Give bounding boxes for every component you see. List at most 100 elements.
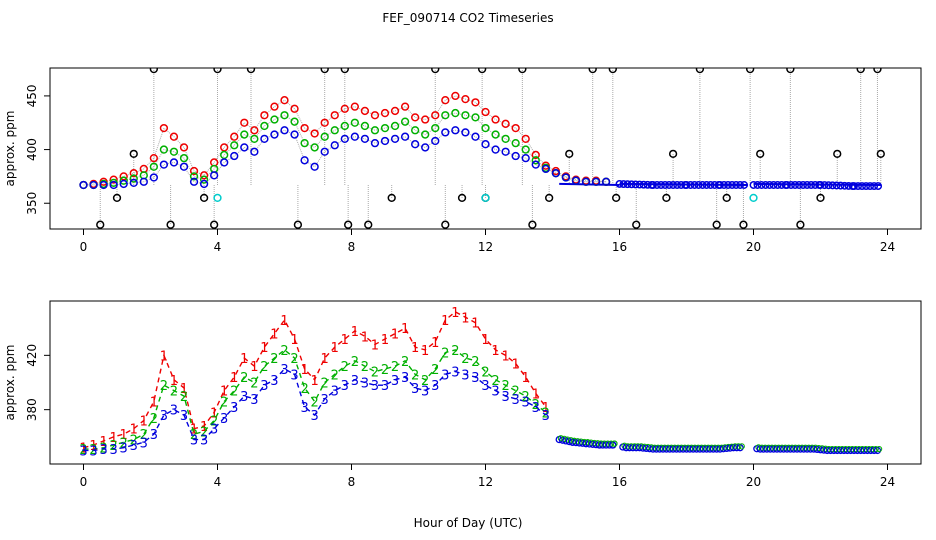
series-1-point: 1 — [391, 328, 399, 343]
series-3-point — [501, 147, 510, 156]
series-2-point — [390, 121, 400, 131]
y-axis-label: approx. ppm — [3, 111, 17, 187]
series-3-point: 3 — [481, 379, 489, 394]
series-3-point: 3 — [401, 371, 409, 386]
series-2-point — [310, 143, 319, 152]
outlier-point — [695, 68, 705, 74]
x-tick-label: 0 — [80, 240, 88, 254]
outlier-point — [344, 220, 353, 229]
tail-point — [862, 182, 871, 191]
x-tick-label: 8 — [348, 240, 356, 254]
outlier-point — [612, 193, 621, 203]
series-2-point — [400, 117, 410, 126]
series-3-point: 3 — [79, 444, 87, 459]
series-3-point: 3 — [351, 374, 359, 389]
series-3-point — [310, 162, 319, 171]
outlier-point — [662, 193, 671, 203]
series-3-point — [561, 173, 571, 182]
series-2-point: 2 — [290, 352, 298, 367]
series-1-point — [501, 119, 510, 128]
series-1-point: 1 — [481, 333, 489, 348]
series-2-point: 2 — [522, 390, 530, 405]
series-3-point — [210, 171, 219, 180]
tail-point — [773, 181, 782, 189]
tail-point-2 — [738, 443, 745, 450]
series-3-point — [601, 177, 611, 186]
series-1-point — [109, 175, 118, 184]
series-1-point: 1 — [431, 336, 439, 351]
tail-point — [690, 181, 699, 189]
series-3-point: 3 — [290, 368, 298, 383]
x-tick-label: 20 — [746, 475, 761, 489]
series-2-point: 2 — [351, 355, 359, 370]
tail-point — [702, 181, 711, 189]
tail-point — [870, 182, 879, 191]
series-3-point — [220, 158, 229, 167]
series-2-point — [431, 123, 440, 133]
series-3-point: 3 — [461, 368, 469, 383]
outlier-point — [478, 68, 487, 74]
series-3-point — [300, 156, 309, 165]
series-1-point: 1 — [361, 330, 369, 345]
tail-point — [866, 182, 875, 191]
series-3-point — [441, 128, 450, 137]
outlier-point — [856, 68, 865, 74]
outlier-point — [746, 68, 755, 74]
outlier-point — [873, 68, 882, 74]
series-2-point: 2 — [190, 428, 198, 443]
series-3-point — [360, 134, 370, 143]
series-3-point — [169, 158, 179, 167]
series-3-point — [581, 177, 591, 186]
series-1-point: 1 — [220, 385, 228, 400]
series-2-point — [521, 145, 530, 154]
series-1-point: 1 — [260, 341, 268, 356]
series-2-point — [220, 150, 229, 160]
series-2-point — [501, 134, 510, 143]
series-2-point — [300, 138, 309, 148]
outlier-point — [712, 220, 721, 229]
outlier-point — [441, 220, 450, 229]
tail-point — [850, 182, 858, 191]
series-3-point: 3 — [280, 363, 288, 378]
series-1-point — [159, 123, 169, 133]
series-1-point: 1 — [200, 420, 208, 435]
x-tick-label: 16 — [612, 240, 627, 254]
tail-point — [706, 181, 715, 189]
tail-point — [639, 180, 648, 189]
series-2-point — [511, 138, 520, 148]
series-3-point: 3 — [150, 428, 158, 443]
series-1-point — [290, 104, 299, 113]
outlier-point — [518, 68, 527, 74]
series-1-point: 1 — [451, 306, 459, 321]
tail-point — [824, 181, 833, 190]
outlier-point — [213, 68, 222, 74]
tail-point — [710, 181, 719, 189]
series-1-point — [179, 143, 189, 152]
series-1-point: 1 — [120, 428, 128, 443]
series-1-point: 1 — [250, 360, 258, 375]
series-3-point — [591, 177, 601, 186]
tail-point — [635, 180, 644, 189]
tail-point — [682, 181, 691, 189]
series-1-point: 1 — [300, 363, 308, 378]
outlier-point — [431, 68, 440, 74]
series-3-point: 3 — [240, 390, 248, 405]
series-1-point: 1 — [79, 442, 87, 457]
series-2-point — [169, 147, 179, 156]
series-3-point — [531, 160, 540, 169]
series-3-point: 3 — [200, 434, 208, 449]
series-2-point — [330, 126, 339, 135]
series-2-point: 2 — [371, 366, 379, 381]
series-1-point — [250, 126, 259, 135]
series-1-point: 1 — [351, 325, 359, 340]
tail-point — [631, 180, 640, 189]
series-2-point: 2 — [341, 360, 349, 375]
series-3-point: 3 — [260, 379, 268, 394]
y-tick-label: 420 — [25, 344, 39, 367]
tail-point — [728, 181, 737, 189]
tail-point — [694, 181, 703, 189]
series-3-point: 3 — [522, 396, 530, 411]
series-3-point: 3 — [361, 377, 369, 392]
series-3-point — [350, 132, 360, 141]
